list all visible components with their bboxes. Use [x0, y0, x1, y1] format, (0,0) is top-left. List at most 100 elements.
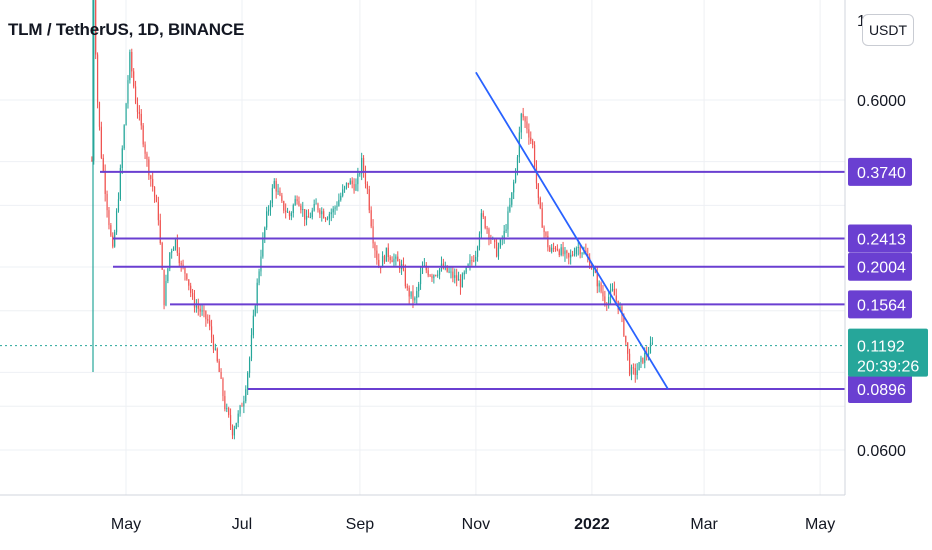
candle-body: [636, 370, 638, 376]
candle-body: [381, 256, 384, 268]
candle-body: [448, 271, 450, 273]
candle-body: [319, 210, 321, 215]
candle-body: [157, 202, 159, 221]
chart-grid: [0, 0, 845, 495]
candle-body: [393, 258, 395, 263]
candle-body: [473, 260, 475, 262]
candle-body: [313, 204, 315, 211]
candle-body: [478, 233, 481, 248]
candle-body: [554, 247, 557, 249]
candle-body: [437, 274, 439, 276]
candle-body: [387, 247, 389, 258]
candle-body: [131, 52, 133, 72]
candle-body: [537, 183, 539, 198]
candle-body: [539, 197, 541, 209]
candle-body: [488, 229, 490, 238]
candle-body: [404, 269, 406, 287]
candle-body: [374, 243, 376, 251]
candle-body: [575, 247, 577, 255]
candle-body: [176, 238, 178, 253]
candle-body: [628, 353, 631, 375]
candle-body: [167, 268, 169, 282]
candle-body: [155, 196, 158, 203]
candle-body: [431, 275, 433, 279]
candle-body: [112, 235, 114, 247]
candle-body: [638, 362, 640, 371]
candle-body: [408, 287, 410, 297]
candle-body: [239, 405, 241, 414]
candle-body: [378, 259, 380, 268]
candle-body: [338, 199, 340, 206]
candle-body: [649, 343, 652, 354]
candle-body: [385, 247, 387, 262]
candle-body: [399, 261, 401, 269]
candle-body: [250, 335, 253, 359]
candle-body: [186, 273, 188, 280]
candle-body: [138, 111, 140, 114]
candle-body: [598, 283, 600, 287]
level-price-tag: [848, 157, 912, 186]
candle-body: [520, 113, 522, 133]
candle-body: [117, 199, 120, 211]
candle-body: [115, 210, 118, 233]
candle-body: [499, 239, 501, 248]
candle-body: [630, 367, 633, 375]
level-price-tag-label: 0.2413: [857, 231, 906, 248]
candle-body: [264, 227, 266, 238]
time-tick-label: Mar: [690, 516, 718, 533]
chart-title: TLM / TetherUS, 1D, BINANCE: [8, 20, 245, 39]
candle-body: [100, 126, 102, 158]
candle-body: [91, 160, 93, 162]
candle-body: [144, 144, 146, 154]
currency-unit-button[interactable]: USDT: [862, 14, 914, 46]
candle-body: [106, 193, 108, 211]
candle-body: [121, 148, 123, 169]
candle-body: [336, 205, 338, 208]
candle-body: [229, 415, 232, 426]
candle-body: [357, 173, 359, 185]
candle-body: [290, 213, 292, 217]
price-axis[interactable]: 0.6000 0.0600 1 0.3740 0.2413 0.2004 0.1564 0.0…: [844, 0, 928, 495]
time-tick-label: May: [111, 516, 141, 533]
candle-body: [435, 275, 437, 277]
candle-body: [125, 103, 127, 126]
horizontal-levels: [100, 170, 845, 391]
level-price-tag: [848, 290, 912, 319]
candle-body: [252, 315, 254, 336]
candle-body: [522, 113, 524, 118]
candle-body: [212, 337, 215, 350]
candle-body: [248, 358, 251, 373]
candle-body: [201, 310, 203, 312]
candle-body: [140, 113, 142, 126]
candle-body: [547, 235, 549, 248]
candle-body: [406, 286, 408, 288]
exchange-label: BINANCE: [168, 20, 245, 39]
candle-body: [169, 252, 171, 269]
candle-body: [218, 361, 220, 373]
candle-body: [533, 144, 536, 168]
candle-body: [627, 342, 629, 354]
candle-body: [486, 227, 488, 230]
candle-body: [604, 296, 606, 304]
candle-body: [644, 352, 646, 363]
candle-body: [596, 272, 598, 287]
candle-body: [134, 86, 137, 104]
candle-body: [273, 181, 275, 189]
candle-body: [421, 265, 424, 274]
candle-body: [277, 190, 279, 192]
candle-body: [590, 267, 593, 269]
candle-body: [203, 310, 205, 312]
candle-body: [452, 271, 454, 278]
candle-body: [416, 291, 418, 298]
candle-body: [309, 217, 311, 219]
candle-body: [323, 211, 325, 219]
time-axis[interactable]: May Jul Sep Nov 2022 Mar May: [0, 494, 845, 533]
level-price-tag-label: 0.2004: [857, 260, 906, 277]
candle-body: [271, 188, 273, 204]
candle-body: [450, 271, 452, 273]
candle-body: [267, 209, 270, 212]
trendline[interactable]: [475, 71, 669, 390]
candle-body: [427, 270, 429, 276]
candle-body: [152, 178, 154, 188]
